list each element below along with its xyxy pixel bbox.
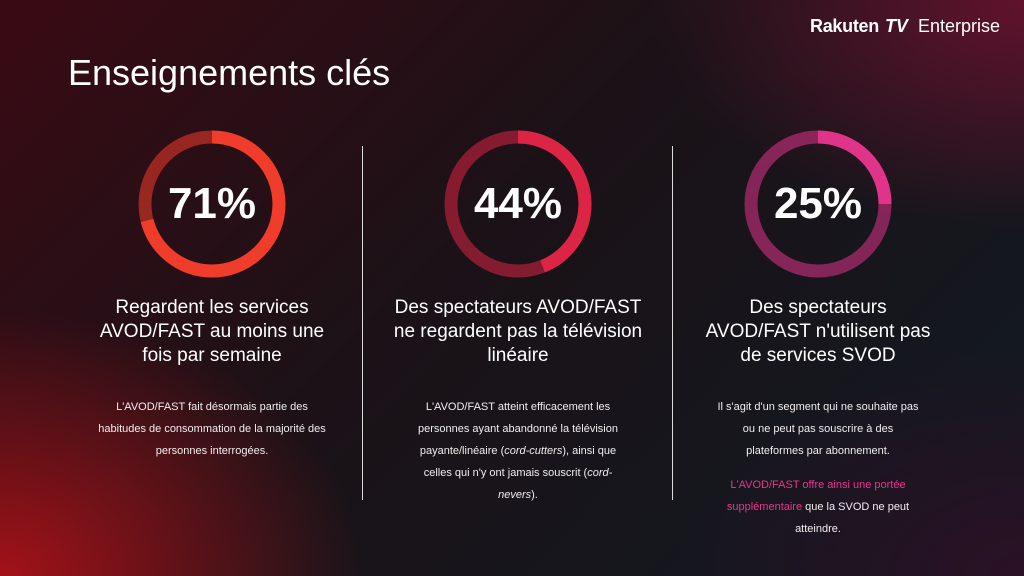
- progress-ring-graphic: [744, 130, 892, 278]
- description-line: ou ne peut pas souscrire à des: [742, 423, 894, 435]
- ring-fill: [744, 130, 892, 278]
- description-line: nevers).: [368, 484, 668, 506]
- description-italic: nevers: [498, 489, 532, 501]
- description-italic: cord-cutters: [504, 445, 563, 457]
- description-line: L'AVOD/FAST atteint efficacement les: [425, 401, 611, 413]
- description-line: personnes ayant abandonné la télévision: [418, 423, 618, 435]
- brand-logo: Rakuten TV Enterprise: [810, 16, 1000, 37]
- heading-line: Regardent les services: [115, 297, 309, 318]
- description-text: que la SVOD ne peut: [802, 501, 910, 513]
- stat-heading: Des spectateurs AVOD/FAST ne regardent p…: [368, 296, 668, 368]
- stat-heading: Des spectateurs AVOD/FAST n'utilisent pa…: [668, 296, 968, 368]
- stat-description: Il s'agit d'un segment qui ne souhaite p…: [668, 396, 968, 540]
- ring-fill: [138, 130, 286, 278]
- page-title: Enseignements clés: [68, 52, 391, 93]
- description-text: ), ainsi que: [562, 445, 617, 457]
- progress-ring: 25%: [742, 128, 894, 280]
- description-line: atteindre.: [795, 523, 841, 535]
- heading-line: Des spectateurs AVOD/FAST: [394, 297, 642, 318]
- stat-card-svod: 25% Des spectateurs AVOD/FAST n'utilisen…: [668, 128, 968, 540]
- description-text: celles qui n'y ont jamais souscrit (: [423, 467, 588, 479]
- progress-ring-graphic: [138, 130, 286, 278]
- column-divider-1: [362, 146, 363, 500]
- heading-line: AVOD/FAST n'utilisent pas: [705, 321, 931, 342]
- description-text: ).: [531, 489, 538, 501]
- description-text: payante/linéaire (: [419, 445, 505, 457]
- brand-rakuten: Rakuten: [810, 16, 879, 36]
- description-highlight: supplémentaire: [726, 501, 803, 513]
- stat-description: L'AVOD/FAST fait désormais partie des ha…: [62, 396, 362, 462]
- stat-card-linear: 44% Des spectateurs AVOD/FAST ne regarde…: [368, 128, 668, 506]
- heading-line: fois par semaine: [142, 345, 282, 366]
- progress-ring: 71%: [136, 128, 288, 280]
- stat-description: L'AVOD/FAST atteint efficacement les per…: [368, 396, 668, 506]
- description-line: personnes interrogées.: [155, 445, 269, 457]
- stat-heading: Regardent les services AVOD/FAST au moin…: [62, 296, 362, 368]
- progress-ring-graphic: [444, 130, 592, 278]
- heading-line: linéaire: [487, 345, 549, 366]
- description-line: celles qui n'y ont jamais souscrit (cord…: [368, 462, 668, 484]
- heading-line: AVOD/FAST au moins une: [99, 321, 325, 342]
- progress-ring: 44%: [442, 128, 594, 280]
- heading-line: ne regardent pas la télévision: [393, 321, 643, 342]
- description-line: supplémentaire que la SVOD ne peut: [668, 496, 968, 518]
- description-line: payante/linéaire (cord-cutters), ainsi q…: [368, 440, 668, 462]
- description-italic: cord-: [587, 467, 613, 479]
- column-divider-2: [672, 146, 673, 500]
- ring-fill: [444, 130, 592, 278]
- heading-line: de services SVOD: [740, 345, 896, 366]
- brand-tv: TV: [884, 16, 908, 36]
- stat-percent: 44%: [473, 179, 563, 228]
- description-line: L'AVOD/FAST fait désormais partie des: [116, 401, 308, 413]
- stat-percent: 71%: [167, 179, 257, 228]
- brand-enterprise: Enterprise: [917, 16, 1000, 36]
- stat-percent: 25%: [773, 179, 863, 228]
- description-line: habitudes de consommation de la majorité…: [98, 423, 326, 435]
- description-line: Il s'agit d'un segment qui ne souhaite p…: [717, 401, 919, 413]
- stat-card-weekly: 71% Regardent les services AVOD/FAST au …: [62, 128, 362, 462]
- description-line: L'AVOD/FAST offre ainsi une portée: [730, 479, 906, 491]
- description-line: plateformes par abonnement.: [746, 445, 890, 457]
- heading-line: Des spectateurs: [749, 297, 887, 318]
